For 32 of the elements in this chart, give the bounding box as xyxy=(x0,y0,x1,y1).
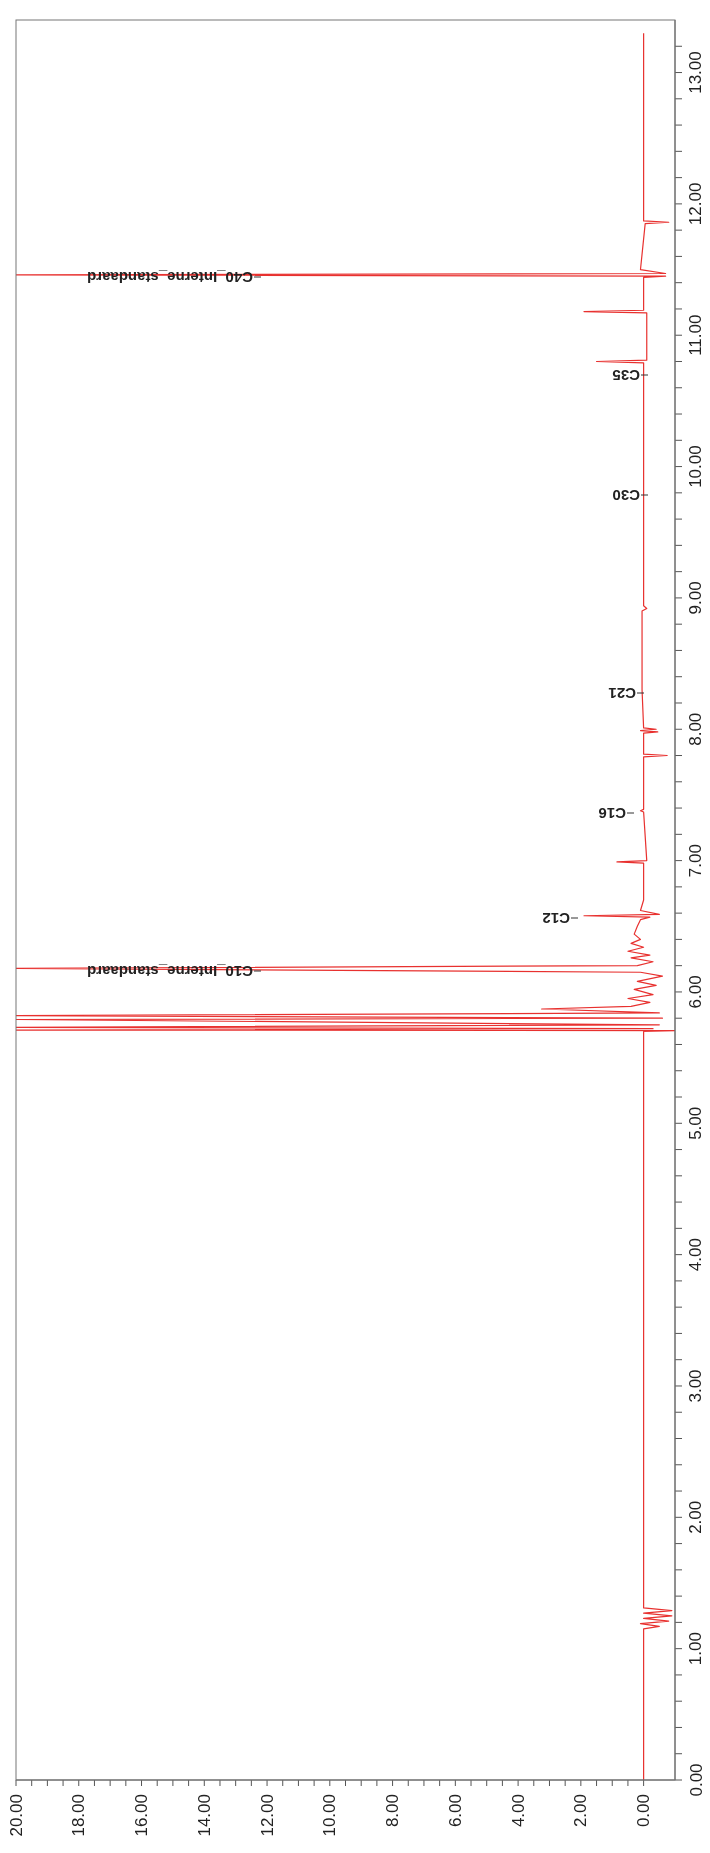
x-tick-label: 14.00 xyxy=(194,1794,214,1837)
y-tick-label: 4.00 xyxy=(686,1238,706,1272)
x-tick-label: 8.00 xyxy=(383,1794,403,1828)
y-tick-label: 3.00 xyxy=(686,1369,706,1403)
x-tick-label: 12.00 xyxy=(257,1794,277,1837)
x-tick-label: 10.00 xyxy=(320,1794,340,1837)
y-tick-label: 5.00 xyxy=(686,1106,706,1140)
annotation: C10_Interne_standaard xyxy=(87,962,253,980)
x-tick-label: 16.00 xyxy=(132,1794,152,1837)
y-tick-label: 0.00 xyxy=(686,1763,706,1797)
x-tick-label: 18.00 xyxy=(69,1794,89,1837)
annotation: C40_Interne_standaard xyxy=(87,268,253,286)
y-tick-label: 10.00 xyxy=(686,445,706,488)
y-tick-label: 6.00 xyxy=(686,975,706,1009)
x-tick-label: 4.00 xyxy=(508,1794,528,1828)
y-tick-label: 12.00 xyxy=(686,182,706,226)
y-tick-label: 9.00 xyxy=(686,581,706,615)
y-tick-label: 1.00 xyxy=(686,1632,706,1666)
x-tick-label: 0.00 xyxy=(634,1794,654,1828)
y-tick-label: 11.00 xyxy=(686,314,706,356)
annotation: C30 xyxy=(612,486,640,504)
annotation: C21 xyxy=(608,684,636,702)
y-tick-label: 13.00 xyxy=(686,51,706,94)
y-tick-label: 8.00 xyxy=(686,712,706,746)
x-tick-label: 20.00 xyxy=(6,1794,26,1837)
annotation: C16 xyxy=(598,804,626,822)
annotation: C12 xyxy=(542,909,570,927)
x-tick-label: 6.00 xyxy=(445,1794,465,1828)
y-tick-label: 2.00 xyxy=(686,1500,706,1534)
annotation: C35 xyxy=(612,366,640,384)
x-tick-label: 2.00 xyxy=(571,1794,591,1828)
y-tick-label: 7.00 xyxy=(686,844,706,878)
